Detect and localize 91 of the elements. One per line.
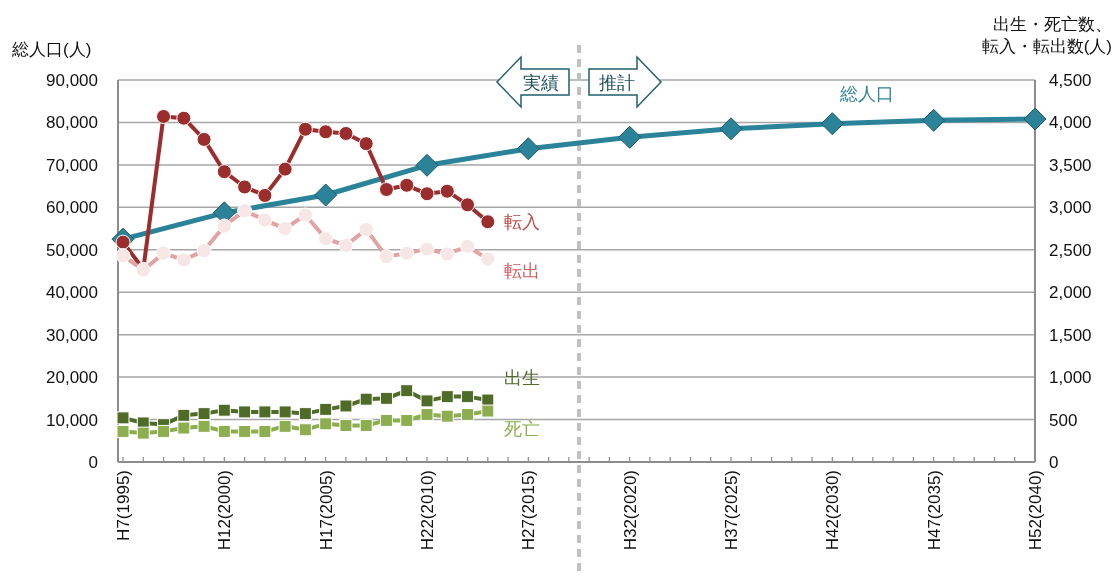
y-tick-label: 70,000 xyxy=(46,155,98,175)
point xyxy=(177,408,191,422)
point xyxy=(298,423,312,437)
point xyxy=(136,426,150,440)
y2-tick-label: 500 xyxy=(1049,410,1078,430)
point xyxy=(419,186,435,202)
point xyxy=(318,124,334,140)
x-tick-label: H37(2025) xyxy=(722,470,741,551)
point xyxy=(400,413,414,427)
x-tick-label: H32(2020) xyxy=(620,470,640,551)
point xyxy=(338,125,354,141)
point xyxy=(339,419,353,432)
y2-tick-label: 3,500 xyxy=(1049,155,1092,175)
point xyxy=(359,392,373,406)
y2-tick-label: 4,500 xyxy=(1049,71,1092,90)
x-tick-label: H42(2030) xyxy=(823,470,843,551)
series-label: 出生 xyxy=(503,368,540,389)
point xyxy=(460,197,476,213)
y-tick-label: 30,000 xyxy=(46,325,98,345)
point xyxy=(258,424,272,438)
point xyxy=(197,419,211,433)
series-label: 転出 xyxy=(503,261,540,282)
point xyxy=(319,402,333,416)
point xyxy=(217,424,231,438)
series-label: 総人口 xyxy=(838,84,894,105)
point xyxy=(278,419,292,433)
x-tick-label: H17(2005) xyxy=(316,470,336,551)
point xyxy=(358,136,374,152)
y-tick-label: 0 xyxy=(88,453,98,472)
point xyxy=(176,110,192,126)
x-tick-label: H7(1995) xyxy=(114,470,133,541)
point xyxy=(258,405,272,419)
series-label: 転入 xyxy=(503,211,540,232)
point xyxy=(400,384,414,398)
point xyxy=(217,403,231,417)
point xyxy=(461,407,475,421)
y2-tick-label: 1,500 xyxy=(1049,325,1092,345)
annotation: 実績 xyxy=(523,73,559,93)
point xyxy=(156,109,172,124)
point xyxy=(440,390,454,404)
point xyxy=(379,413,393,427)
point xyxy=(480,214,496,230)
y-tick-label: 90,000 xyxy=(46,71,98,90)
point xyxy=(339,399,353,413)
y2-tick-label: 2,000 xyxy=(1049,283,1092,303)
x-tick-label: H22(2010) xyxy=(418,470,437,551)
y2-tick-label: 2,500 xyxy=(1049,240,1092,260)
y-tick-label: 60,000 xyxy=(46,198,98,218)
point xyxy=(420,407,434,421)
point xyxy=(237,179,253,195)
y-tick-label: 50,000 xyxy=(46,240,98,260)
point xyxy=(440,409,454,423)
y2-tick-label: 3,000 xyxy=(1049,198,1092,218)
point xyxy=(481,404,495,418)
point xyxy=(116,411,130,425)
x-tick-label: H52(2040) xyxy=(1026,470,1045,551)
point xyxy=(399,177,415,193)
x-tick-label: H12(2000) xyxy=(215,470,235,551)
point xyxy=(297,121,313,137)
y-tick-label: 80,000 xyxy=(46,113,98,133)
point xyxy=(216,164,232,180)
point xyxy=(157,424,171,438)
point xyxy=(319,417,333,431)
point xyxy=(196,131,212,147)
y2-tick-label: 1,000 xyxy=(1049,368,1092,388)
y-tick-label: 40,000 xyxy=(46,283,98,303)
y-tick-label: 20,000 xyxy=(46,368,98,388)
point xyxy=(378,182,394,198)
y2-tick-label: 0 xyxy=(1049,453,1059,472)
point xyxy=(420,394,434,408)
point xyxy=(298,407,312,421)
point xyxy=(359,419,373,432)
point xyxy=(177,421,191,435)
point xyxy=(278,405,292,419)
point xyxy=(379,391,393,405)
point xyxy=(197,407,211,421)
point xyxy=(116,424,130,438)
y-axis-title: 総人口(人) xyxy=(11,40,92,59)
y2-axis-title: 出生・死亡数、転入・転出数(人) xyxy=(981,15,1112,56)
point xyxy=(238,424,252,438)
x-tick-label: H27(2015) xyxy=(519,470,539,551)
series-label: 死亡 xyxy=(503,419,540,440)
point xyxy=(277,161,293,177)
y2-tick-label: 4,000 xyxy=(1049,113,1092,133)
point xyxy=(439,183,455,199)
x-tick-label: H47(2035) xyxy=(924,470,944,551)
point xyxy=(461,390,475,404)
y-tick-label: 10,000 xyxy=(46,410,98,430)
point xyxy=(257,187,273,203)
point xyxy=(238,405,252,419)
annotation: 推計 xyxy=(599,73,635,93)
